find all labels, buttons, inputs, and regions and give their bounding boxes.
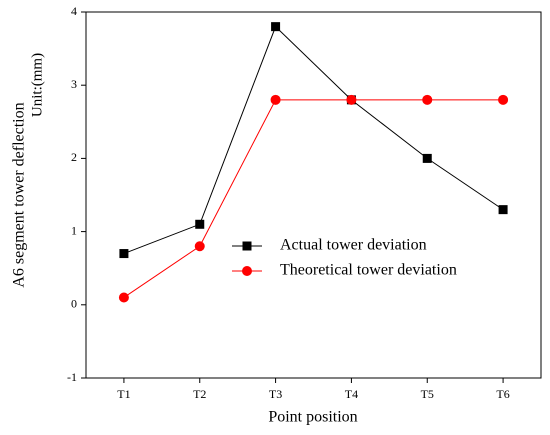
y-tick-label: 2 [71, 150, 77, 164]
x-tick-label: T1 [117, 387, 130, 401]
plot-frame [85, 11, 542, 379]
data-point [422, 153, 432, 163]
series-line [123, 99, 504, 298]
y-tick-label: -1 [67, 370, 77, 384]
y-axis-label: A6 segment tower deflection [11, 102, 28, 287]
legend-marker [242, 266, 252, 276]
data-point [498, 205, 508, 215]
data-point [119, 249, 129, 259]
data-point [194, 241, 205, 252]
y-axis-unit: Unit:(mm) [29, 53, 45, 117]
data-point [346, 94, 357, 105]
x-tick-label: T6 [496, 387, 509, 401]
data-point [422, 94, 433, 105]
data-point [118, 292, 129, 303]
y-tick-label: 1 [71, 223, 77, 237]
y-tick-label: 4 [71, 4, 77, 18]
data-point [271, 22, 281, 32]
x-tick-label: T4 [345, 387, 358, 401]
data-point [498, 94, 509, 105]
legend-marker [242, 241, 252, 251]
y-tick-label: 3 [71, 77, 77, 91]
x-axis-label: Point position [268, 409, 357, 426]
y-tick-label: 0 [71, 297, 77, 311]
x-tick-label: T2 [193, 387, 206, 401]
data-point [195, 219, 205, 229]
data-point [270, 94, 281, 105]
legend-label: Theoretical tower deviation [280, 262, 457, 279]
series-line [123, 25, 504, 255]
legend-label: Actual tower deviation [280, 237, 427, 254]
x-tick-label: T5 [421, 387, 434, 401]
x-tick-label: T3 [269, 387, 282, 401]
